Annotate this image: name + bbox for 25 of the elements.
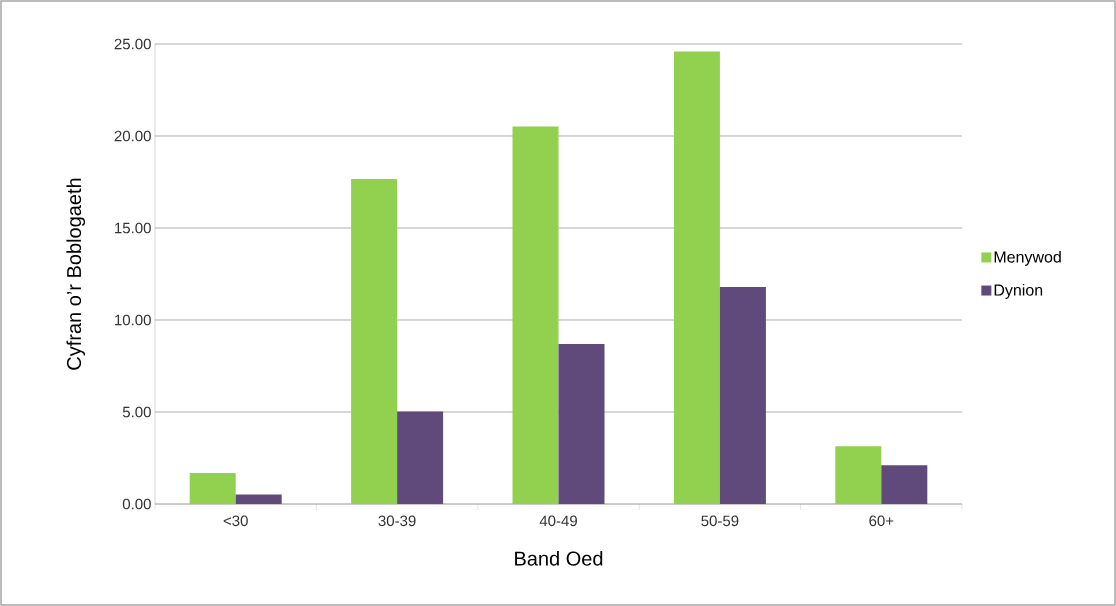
x-axis-title: Band Oed: [515, 551, 603, 566]
y-tick-label: 0.00: [122, 498, 151, 510]
bar: [189, 472, 236, 504]
bar: [835, 446, 882, 504]
x-tick-label: <30: [223, 515, 248, 527]
y-tick-label: 5.00: [122, 406, 151, 418]
x-tick-label: 50-59: [701, 515, 739, 527]
legend-label: Dynion: [994, 284, 1043, 299]
y-tick-label: 15.00: [115, 222, 151, 234]
bar: [235, 494, 282, 504]
y-tick-label: 20.00: [114, 130, 151, 142]
bar: [397, 411, 444, 504]
bar: [719, 287, 766, 504]
y-axis-title: Cyfran o’r Boblogaeth: [66, 178, 86, 370]
x-tick-label: 60+: [869, 515, 894, 527]
bar: [881, 465, 928, 504]
bar: [673, 51, 720, 504]
bar: [558, 343, 605, 504]
bar: [512, 126, 559, 504]
x-tick-label: 30-39: [378, 515, 416, 527]
bar: [351, 179, 398, 504]
legend-label: Menywod: [994, 250, 1061, 266]
y-tick-label: 25.00: [114, 38, 151, 50]
y-tick-label: 10.00: [115, 314, 151, 326]
x-tick-label: 40-49: [539, 515, 577, 527]
